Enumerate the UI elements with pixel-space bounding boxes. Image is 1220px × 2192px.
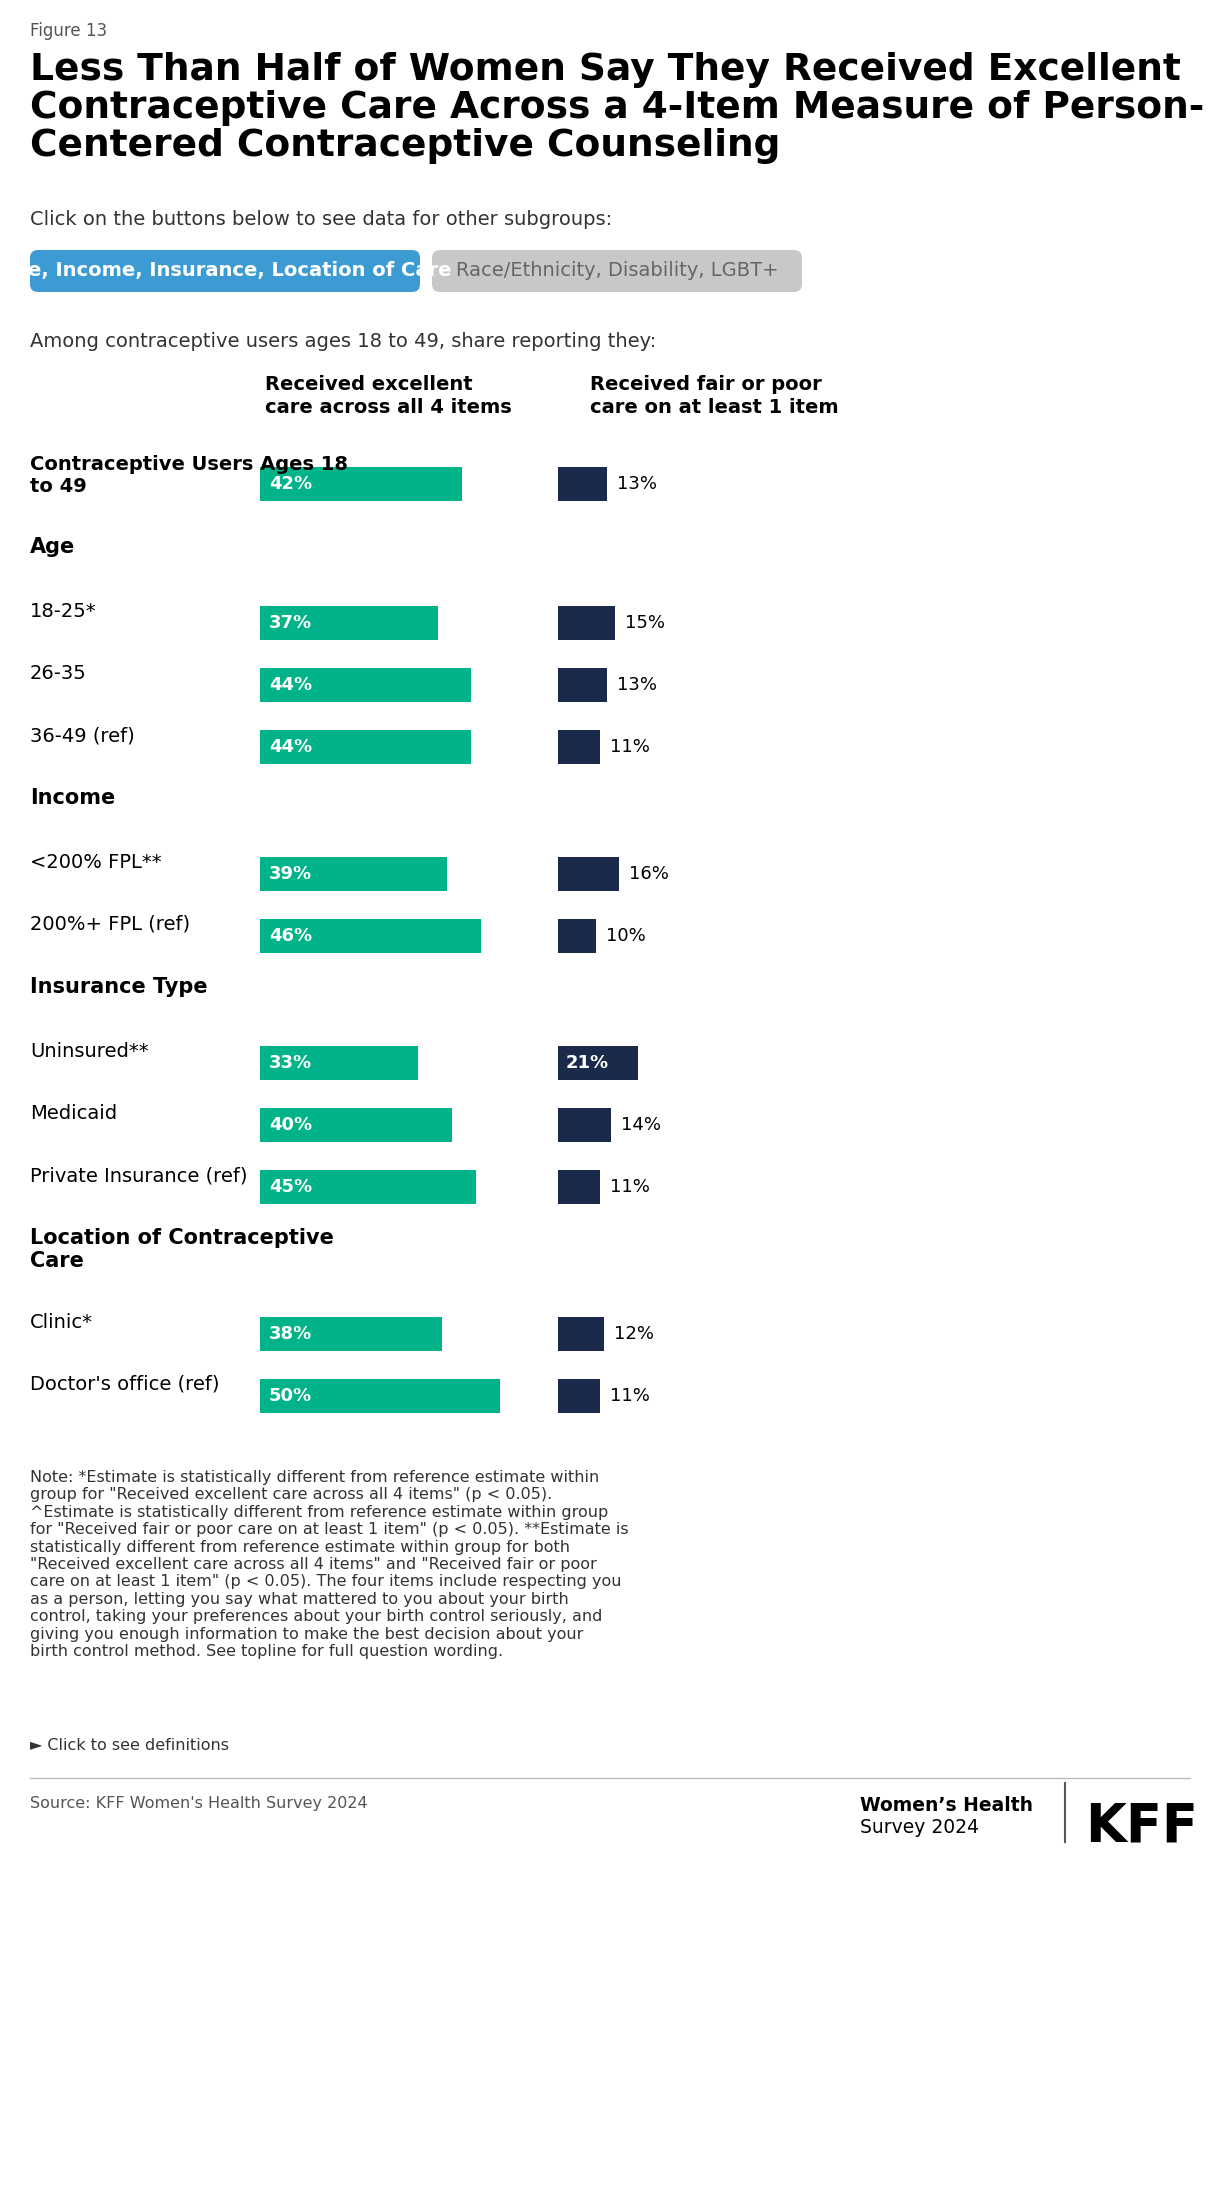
Text: care on at least 1 item: care on at least 1 item [590,399,838,416]
Text: 45%: 45% [268,1177,312,1197]
Bar [558,857,619,890]
Text: Insurance Type: Insurance Type [30,978,207,997]
Text: 40%: 40% [268,1116,312,1133]
Bar [558,1171,600,1203]
Bar [260,1046,418,1081]
Text: 36-49 (ref): 36-49 (ref) [30,726,134,745]
Bar [558,605,615,640]
Text: 14%: 14% [621,1116,661,1133]
Text: Clinic*: Clinic* [30,1313,93,1333]
Text: 39%: 39% [268,866,312,883]
Bar [260,1317,443,1350]
Text: <200% FPL**: <200% FPL** [30,853,161,872]
Text: Click on the buttons below to see data for other subgroups:: Click on the buttons below to see data f… [30,210,612,228]
Bar [558,1107,611,1142]
Text: Medicaid: Medicaid [30,1105,117,1122]
Text: 33%: 33% [268,1054,312,1072]
Bar [558,669,608,701]
Text: Race/Ethnicity, Disability, LGBT+: Race/Ethnicity, Disability, LGBT+ [456,261,778,281]
Text: 44%: 44% [268,739,312,756]
Bar [558,1317,604,1350]
Text: 44%: 44% [268,675,312,695]
Text: 46%: 46% [268,927,312,945]
Text: Doctor's office (ref): Doctor's office (ref) [30,1374,220,1394]
Text: Received fair or poor: Received fair or poor [590,375,822,395]
Text: ► Click to see definitions: ► Click to see definitions [30,1738,229,1754]
Bar [260,467,461,502]
Text: Less Than Half of Women Say They Received Excellent: Less Than Half of Women Say They Receive… [30,53,1181,88]
Text: 13%: 13% [617,476,658,493]
Text: Age: Age [30,537,76,557]
FancyBboxPatch shape [30,250,420,292]
Bar [558,467,608,502]
Text: 11%: 11% [610,1177,650,1197]
Bar [558,1379,600,1414]
Bar [260,1379,500,1414]
Text: 11%: 11% [610,739,650,756]
Text: Age, Income, Insurance, Location of Care: Age, Income, Insurance, Location of Care [0,261,451,281]
Bar [260,605,438,640]
Text: care across all 4 items: care across all 4 items [265,399,511,416]
Text: Source: KFF Women's Health Survey 2024: Source: KFF Women's Health Survey 2024 [30,1795,367,1811]
Text: Survey 2024: Survey 2024 [860,1817,978,1837]
Bar [558,1046,638,1081]
Text: Location of Contraceptive
Care: Location of Contraceptive Care [30,1228,334,1271]
Bar [260,1171,476,1203]
Text: 15%: 15% [625,614,665,631]
Text: Private Insurance (ref): Private Insurance (ref) [30,1166,248,1186]
Text: Uninsured**: Uninsured** [30,1041,149,1061]
Text: KFF: KFF [1085,1802,1198,1852]
Text: Women’s Health: Women’s Health [860,1795,1033,1815]
Text: 11%: 11% [610,1388,650,1405]
Bar [260,857,448,890]
Bar [558,918,597,954]
Text: Contraceptive Care Across a 4-Item Measure of Person-: Contraceptive Care Across a 4-Item Measu… [30,90,1204,125]
Text: 10%: 10% [606,927,645,945]
Text: 50%: 50% [268,1388,312,1405]
Text: 13%: 13% [617,675,658,695]
Bar [558,730,600,765]
Text: 12%: 12% [614,1324,654,1344]
Text: Figure 13: Figure 13 [30,22,107,39]
Bar [260,1107,451,1142]
Text: Received excellent: Received excellent [265,375,472,395]
Text: Among contraceptive users ages 18 to 49, share reporting they:: Among contraceptive users ages 18 to 49,… [30,331,656,351]
Bar [260,669,471,701]
Text: 18-25*: 18-25* [30,603,96,620]
Text: 42%: 42% [268,476,312,493]
Text: 16%: 16% [628,866,669,883]
Text: 38%: 38% [268,1324,312,1344]
Text: 37%: 37% [268,614,312,631]
Bar [260,730,471,765]
Text: 21%: 21% [566,1054,609,1072]
Text: 200%+ FPL (ref): 200%+ FPL (ref) [30,914,190,934]
Text: 26-35: 26-35 [30,664,87,684]
Bar [260,918,481,954]
FancyBboxPatch shape [432,250,802,292]
Text: Centered Contraceptive Counseling: Centered Contraceptive Counseling [30,127,781,164]
Text: Income: Income [30,787,115,809]
Text: Contraceptive Users Ages 18
to 49: Contraceptive Users Ages 18 to 49 [30,456,348,495]
Text: Note: *Estimate is statistically different from reference estimate within
group : Note: *Estimate is statistically differe… [30,1471,628,1659]
